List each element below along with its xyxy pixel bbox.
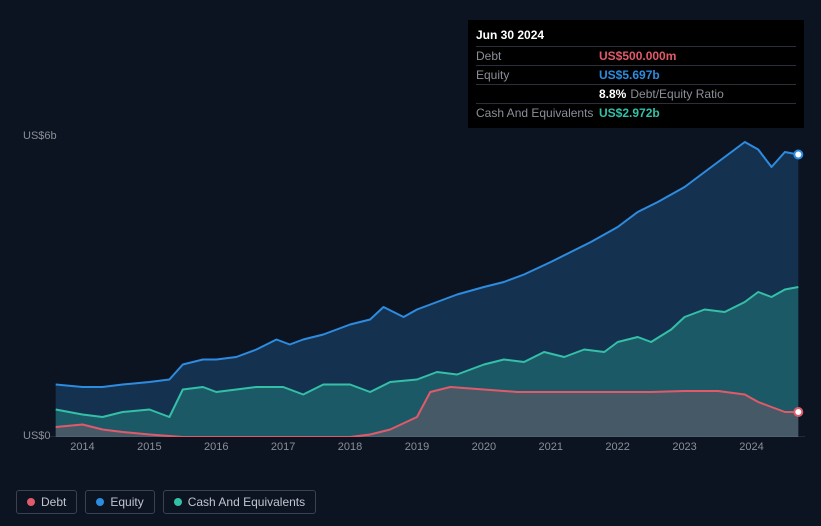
x-axis-tick: 2016: [204, 441, 228, 453]
end-marker: [794, 408, 802, 416]
tooltip-ratio: 8.8%Debt/Equity Ratio: [599, 87, 724, 101]
financials-chart: 2014 2015 2016 2017 2018 2019 2020 2021 2022 2023…: [16, 125, 805, 460]
tooltip-label: Cash And Equivalents: [476, 106, 599, 120]
tooltip-row: DebtUS$500.000m: [476, 46, 796, 65]
x-axis-tick: 2024: [739, 441, 763, 453]
tooltip-date: Jun 30 2024: [476, 26, 796, 46]
x-axis-tick: 2022: [605, 441, 629, 453]
x-axis-tick: 2014: [70, 441, 94, 453]
tooltip-row: EquityUS$5.697b: [476, 65, 796, 84]
tooltip-label: Equity: [476, 68, 599, 82]
legend-label: Debt: [41, 495, 66, 509]
x-axis-tick: 2023: [672, 441, 696, 453]
tooltip-row: 8.8%Debt/Equity Ratio: [476, 84, 796, 103]
x-axis: 2014 2015 2016 2017 2018 2019 2020 2021 2022 2023…: [49, 441, 805, 459]
tooltip-value: US$2.972b: [599, 106, 660, 120]
tooltip-value: US$5.697b: [599, 68, 660, 82]
legend-label: Cash And Equivalents: [188, 495, 305, 509]
tooltip-label: [476, 87, 599, 101]
x-axis-tick: 2021: [539, 441, 563, 453]
chart-tooltip: Jun 30 2024 DebtUS$500.000mEquityUS$5.69…: [468, 20, 804, 128]
legend-label: Equity: [110, 495, 143, 509]
x-axis-tick: 2018: [338, 441, 362, 453]
x-axis-tick: 2017: [271, 441, 295, 453]
legend-item-cash-and-equivalents[interactable]: Cash And Equivalents: [163, 490, 316, 514]
chart-legend: Debt Equity Cash And Equivalents: [16, 490, 316, 514]
legend-item-equity[interactable]: Equity: [85, 490, 154, 514]
tooltip-row: Cash And EquivalentsUS$2.972b: [476, 103, 796, 122]
tooltip-label: Debt: [476, 49, 599, 63]
legend-dot-icon: [27, 498, 35, 506]
x-axis-tick: 2019: [405, 441, 429, 453]
legend-dot-icon: [96, 498, 104, 506]
end-marker: [794, 151, 802, 159]
legend-item-debt[interactable]: Debt: [16, 490, 77, 514]
chart-plot-area[interactable]: [49, 137, 805, 437]
y-axis-label: US$6b: [23, 130, 57, 142]
tooltip-value: US$500.000m: [599, 49, 676, 63]
y-axis-label: US$0: [23, 430, 51, 442]
legend-dot-icon: [174, 498, 182, 506]
x-axis-tick: 2015: [137, 441, 161, 453]
x-axis-tick: 2020: [472, 441, 496, 453]
